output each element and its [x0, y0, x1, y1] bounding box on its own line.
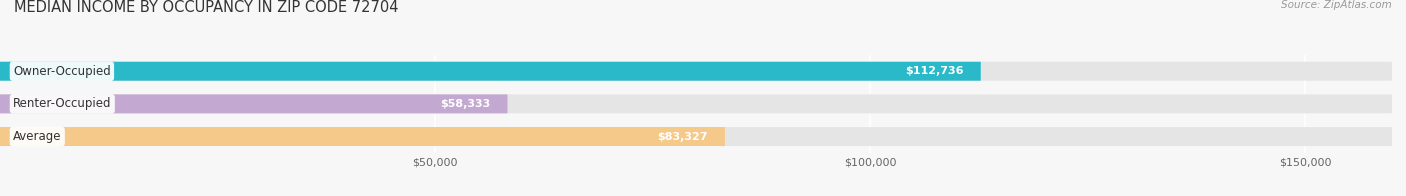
Text: $58,333: $58,333	[440, 99, 491, 109]
Text: Renter-Occupied: Renter-Occupied	[13, 97, 111, 110]
FancyBboxPatch shape	[0, 62, 1392, 81]
Text: $83,327: $83,327	[657, 132, 707, 142]
FancyBboxPatch shape	[0, 127, 725, 146]
Text: Source: ZipAtlas.com: Source: ZipAtlas.com	[1281, 0, 1392, 10]
Text: MEDIAN INCOME BY OCCUPANCY IN ZIP CODE 72704: MEDIAN INCOME BY OCCUPANCY IN ZIP CODE 7…	[14, 0, 398, 15]
FancyBboxPatch shape	[0, 94, 1392, 113]
Text: $112,736: $112,736	[905, 66, 963, 76]
FancyBboxPatch shape	[0, 62, 981, 81]
Text: Average: Average	[13, 130, 62, 143]
Text: Owner-Occupied: Owner-Occupied	[13, 65, 111, 78]
FancyBboxPatch shape	[0, 127, 1392, 146]
FancyBboxPatch shape	[0, 94, 508, 113]
